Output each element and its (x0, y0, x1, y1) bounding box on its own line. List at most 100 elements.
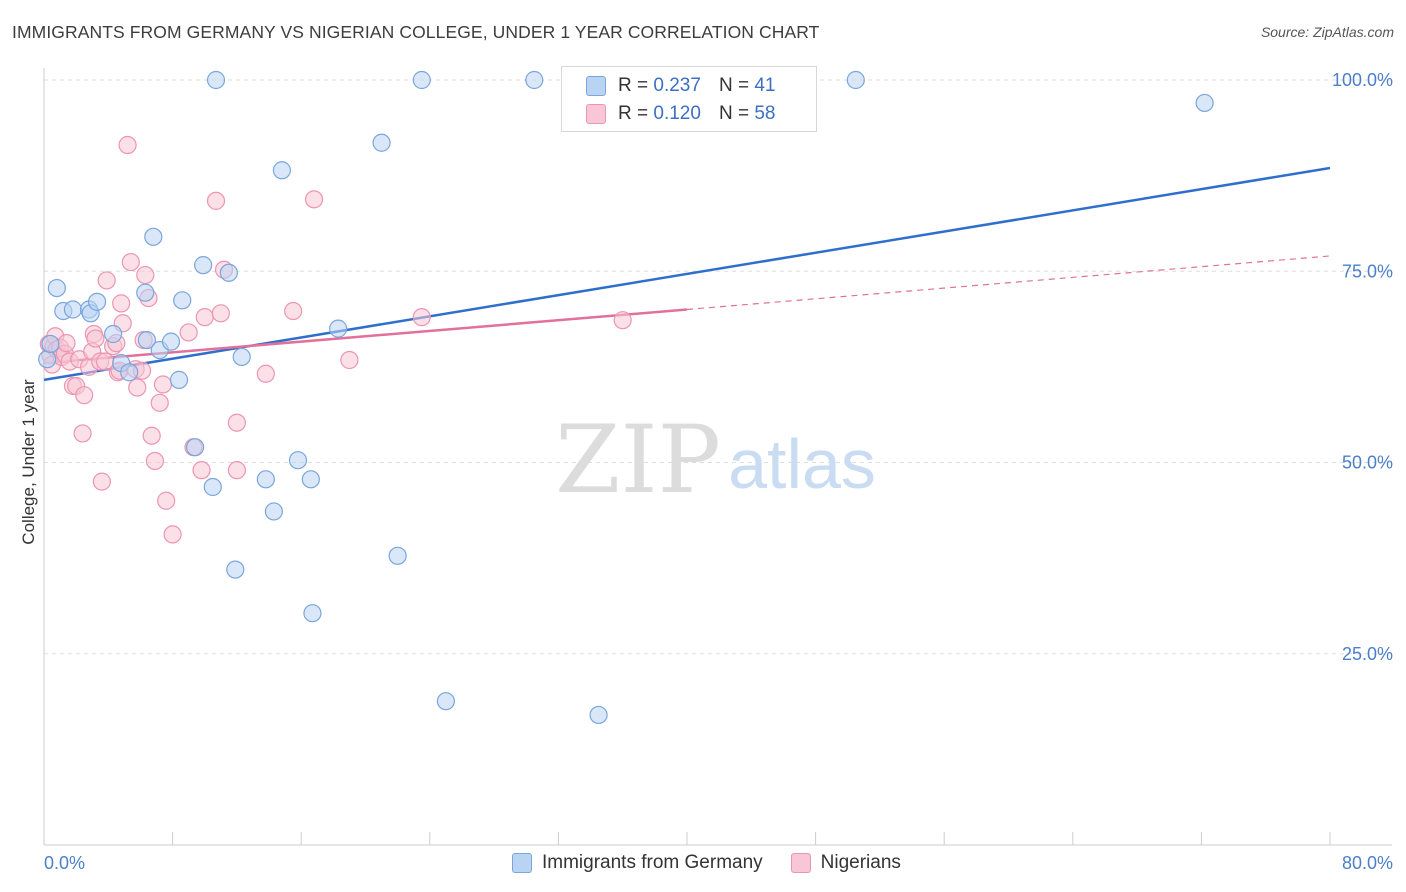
data-point-pink (150, 393, 169, 412)
data-point-blue (144, 227, 163, 246)
data-point-blue (846, 70, 865, 90)
data-point-blue (1195, 93, 1214, 113)
data-point-blue (63, 300, 83, 319)
data-point-blue (47, 278, 66, 298)
data-point-blue (256, 470, 275, 489)
data-point-blue (203, 477, 222, 497)
data-point-blue (161, 332, 181, 351)
data-points (38, 70, 1214, 725)
data-point-pink (227, 413, 246, 432)
data-point-blue (232, 347, 251, 367)
trend-line-dashed-pink (686, 255, 1331, 311)
y-tick-label: 50.0% (1342, 453, 1393, 473)
data-point-blue (525, 70, 544, 90)
data-point-blue (301, 470, 320, 489)
series-legend-nigerians[interactable]: Nigerians (790, 852, 901, 874)
gridlines (44, 79, 1392, 655)
data-point-blue (388, 546, 407, 565)
data-point-pink (153, 375, 173, 394)
data-point-pink (256, 364, 275, 383)
legend-row-nigerians: R = 0.120 N = 58 (586, 102, 775, 126)
legend-r-label: R = (618, 75, 649, 96)
data-point-blue (226, 560, 245, 579)
series-legend-germany[interactable]: Immigrants from Germany (512, 852, 763, 874)
correlation-legend: R = 0.237 N = 41 R = 0.120 N = 58 (561, 66, 817, 132)
legend-r-value: 0.120 (653, 103, 701, 124)
data-point-blue (173, 291, 192, 310)
data-point-pink (227, 461, 246, 480)
data-point-blue (137, 331, 156, 350)
data-point-pink (163, 525, 182, 544)
data-point-blue (264, 502, 283, 521)
data-point-pink (157, 491, 176, 510)
y-tick-label: 25.0% (1342, 644, 1393, 664)
data-point-pink (121, 252, 140, 272)
data-point-pink (145, 451, 165, 471)
data-point-blue (272, 161, 292, 180)
data-point-pink (97, 271, 116, 290)
data-point-pink (613, 311, 632, 330)
data-point-pink (412, 308, 431, 327)
data-point-blue (372, 133, 391, 152)
data-point-pink (304, 190, 324, 209)
data-point-blue (589, 705, 608, 725)
legend-n-label: N = (718, 75, 750, 96)
data-point-blue (194, 256, 213, 275)
data-point-pink (118, 135, 137, 155)
data-point-pink (284, 301, 303, 321)
data-point-pink (57, 334, 76, 353)
data-point-pink (86, 329, 105, 348)
source-label: Source: ZipAtlas.com (1260, 24, 1394, 40)
data-point-pink (211, 304, 230, 323)
series-swatch-blue (512, 853, 532, 873)
data-point-blue (303, 604, 322, 623)
data-point-blue (206, 70, 226, 90)
legend-row-germany: R = 0.237 N = 41 (586, 74, 775, 98)
y-tick-label: 75.0% (1342, 261, 1393, 281)
trend-line-pink (43, 308, 688, 365)
legend-r-label: R = (618, 103, 649, 124)
watermark-atlas: atlas (728, 425, 876, 503)
legend-swatch-blue (586, 76, 606, 96)
data-point-blue (87, 292, 107, 311)
x-tick-label: 0.0% (44, 853, 85, 873)
data-point-pink (206, 191, 226, 210)
series-legend: Immigrants from Germany Nigerians (512, 852, 929, 874)
data-point-blue (169, 370, 189, 389)
axis-labels: 25.0% 50.0% 75.0% 100.0% 0.0% 80.0% College, U… (19, 70, 1393, 873)
data-point-pink (75, 386, 94, 405)
y-tick-label: 100.0% (1332, 70, 1393, 90)
data-point-pink (340, 350, 359, 370)
legend-n-value: 58 (754, 103, 776, 124)
data-point-pink (136, 265, 155, 285)
legend-r-value: 0.237 (653, 75, 701, 96)
data-point-blue (186, 438, 205, 457)
data-point-blue (120, 363, 139, 382)
data-point-blue (41, 334, 60, 354)
data-point-blue (412, 70, 431, 90)
data-point-pink (179, 323, 198, 342)
data-point-pink (128, 378, 147, 397)
trend-lines (43, 166, 1331, 382)
data-point-pink (142, 426, 161, 445)
series-swatch-pink (790, 853, 811, 873)
data-point-blue (136, 283, 155, 302)
data-point-pink (92, 472, 111, 491)
data-point-blue (38, 350, 57, 369)
data-point-pink (112, 294, 131, 313)
data-point-pink (195, 308, 214, 327)
x-tick-label: 80.0% (1342, 853, 1393, 873)
y-axis-title: College, Under 1 year (19, 379, 38, 545)
data-point-pink (192, 461, 211, 480)
axes (43, 68, 1392, 846)
data-point-blue (436, 692, 455, 711)
data-point-blue (219, 263, 238, 282)
data-point-pink (73, 424, 92, 443)
data-point-blue (104, 324, 123, 344)
series-name: Immigrants from Germany (542, 852, 763, 873)
series-name: Nigerians (820, 852, 901, 873)
legend-swatch-pink (586, 104, 606, 124)
data-point-blue (329, 319, 348, 338)
legend-n-value: 41 (754, 75, 776, 96)
